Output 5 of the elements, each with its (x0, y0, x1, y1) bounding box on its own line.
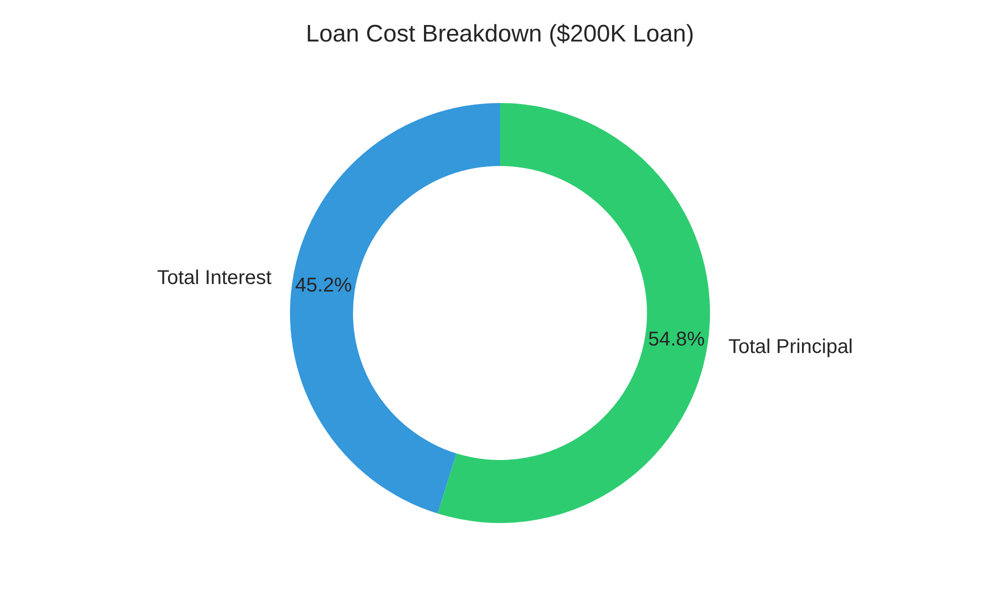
slice-label: Total Interest (157, 266, 272, 289)
slice-label: Total Principal (728, 336, 853, 358)
data-label: 54.8% (648, 328, 706, 350)
data-label: 45.2% (295, 274, 352, 297)
chart-title: Loan Cost Breakdown ($200K Loan) (306, 20, 694, 48)
